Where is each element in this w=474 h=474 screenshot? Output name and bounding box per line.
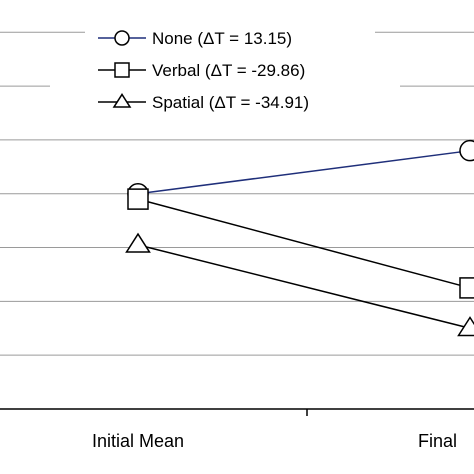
gridlines: [0, 31, 474, 356]
legend-marker: [112, 93, 132, 108]
axes: [0, 408, 474, 416]
x-tick-labels: Initial Mean Final: [92, 431, 457, 451]
data-point-marker: [125, 232, 151, 253]
legend-label: None (ΔT = 13.15): [152, 29, 292, 48]
legend-box: [85, 16, 375, 121]
data-point-marker: [457, 316, 474, 337]
series-square: [127, 188, 474, 299]
legend-marker: [114, 30, 130, 46]
legend-label: Spatial (ΔT = -34.91): [152, 93, 309, 112]
series-circle: [127, 139, 474, 205]
series-line: [137, 244, 471, 330]
series-line: [137, 149, 471, 195]
data-point-marker: [459, 139, 474, 162]
legend: None (ΔT = 13.15) Verbal (ΔT = -29.86) Spa…: [85, 16, 375, 121]
data-point-marker: [459, 277, 474, 299]
series-triangle: [125, 232, 474, 337]
legend-label: Verbal (ΔT = -29.86): [152, 61, 305, 80]
series-group: [125, 139, 474, 337]
data-point-marker: [127, 188, 149, 210]
x-tick-label-final: Final: [418, 431, 457, 451]
series-line: [137, 198, 471, 289]
legend-marker: [114, 62, 130, 78]
x-tick-label-initial: Initial Mean: [92, 431, 184, 451]
